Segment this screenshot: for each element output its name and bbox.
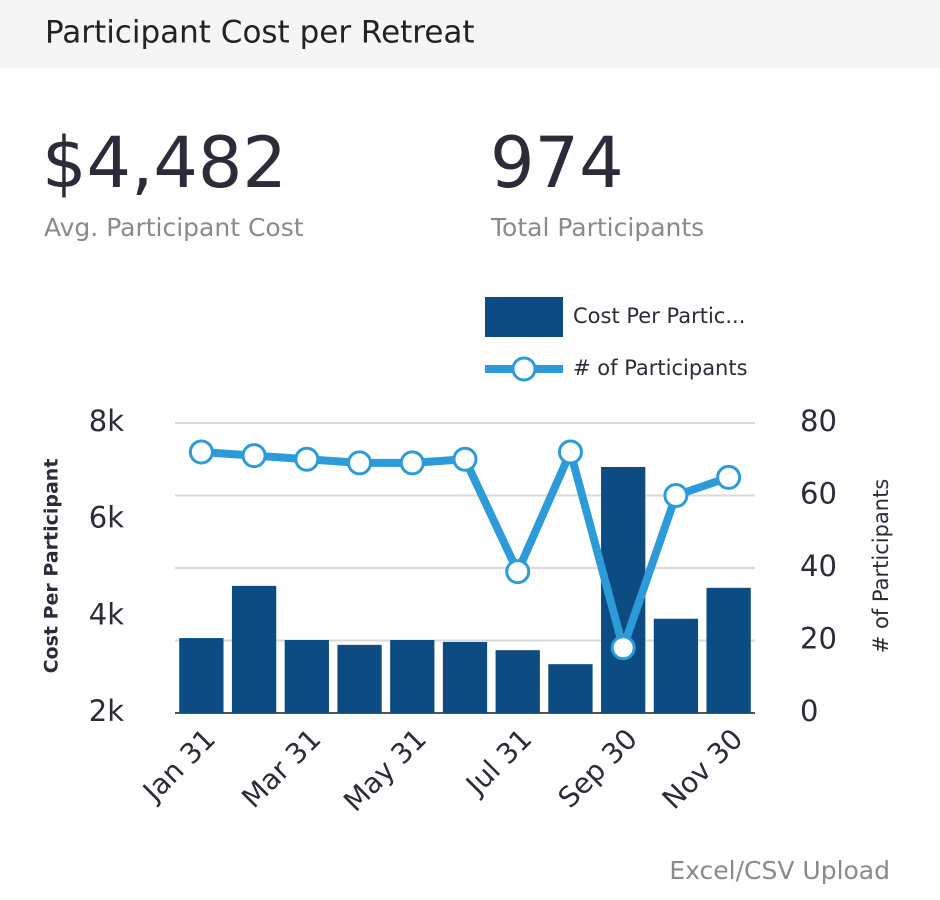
line bbox=[201, 448, 730, 652]
y-axis-title: Cost Per Participant bbox=[41, 459, 63, 674]
y-tick-label: 2k bbox=[89, 694, 124, 728]
bar bbox=[337, 644, 382, 713]
y-tick-label: 8k bbox=[89, 404, 124, 438]
line-point bbox=[452, 446, 478, 472]
legend-label: # of Participants bbox=[573, 356, 748, 380]
x-tick-label: Sep 30 bbox=[552, 722, 644, 814]
line-point bbox=[241, 443, 267, 469]
line-point bbox=[557, 439, 583, 465]
y2-axis-title: # of Participants bbox=[869, 479, 893, 654]
source-label: Excel/CSV Upload bbox=[669, 856, 890, 885]
line-point bbox=[347, 450, 373, 476]
kpi-value: 974 bbox=[490, 122, 624, 204]
widget-title: Participant Cost per Retreat bbox=[45, 15, 475, 51]
legend-swatch bbox=[485, 297, 563, 337]
bar bbox=[442, 641, 488, 713]
bar bbox=[179, 638, 224, 713]
line-point bbox=[188, 439, 214, 465]
line-point bbox=[399, 450, 425, 476]
y2-tick-label: 0 bbox=[800, 694, 818, 728]
line-point bbox=[505, 559, 531, 585]
kpi-label: Avg. Participant Cost bbox=[44, 213, 304, 242]
bar bbox=[653, 618, 699, 713]
x-tick-label: Jul 31 bbox=[458, 722, 538, 802]
bar bbox=[706, 587, 751, 713]
header-bar bbox=[0, 0, 940, 68]
y-tick-label: 6k bbox=[89, 501, 124, 535]
y2-tick-label: 40 bbox=[800, 549, 837, 583]
legend-swatch bbox=[511, 356, 537, 382]
kpi-label: Total Participants bbox=[490, 213, 704, 242]
y2-tick-label: 60 bbox=[800, 477, 837, 511]
y-tick-label: 4k bbox=[89, 597, 124, 631]
bar bbox=[231, 585, 277, 713]
kpi-value: $4,482 bbox=[42, 122, 287, 204]
bar bbox=[495, 650, 540, 713]
bar bbox=[390, 640, 435, 713]
y2-tick-label: 80 bbox=[800, 404, 837, 438]
chart: 0 20 40 60 80 2k 4k 6k 8k Cost Per Participant # o… bbox=[41, 297, 893, 818]
bar bbox=[284, 640, 329, 713]
bar bbox=[548, 664, 593, 713]
x-tick-label: May 31 bbox=[337, 722, 433, 818]
x-tick-label: Jan 31 bbox=[135, 722, 222, 809]
line-point bbox=[610, 635, 636, 661]
legend-label: Cost Per Partic... bbox=[573, 304, 745, 328]
x-tick-label: Nov 30 bbox=[656, 722, 749, 815]
y2-tick-label: 20 bbox=[800, 622, 837, 656]
line-point bbox=[294, 446, 320, 472]
line-point bbox=[663, 483, 689, 508]
x-tick-label: Mar 31 bbox=[235, 722, 327, 814]
line-point bbox=[716, 464, 742, 490]
